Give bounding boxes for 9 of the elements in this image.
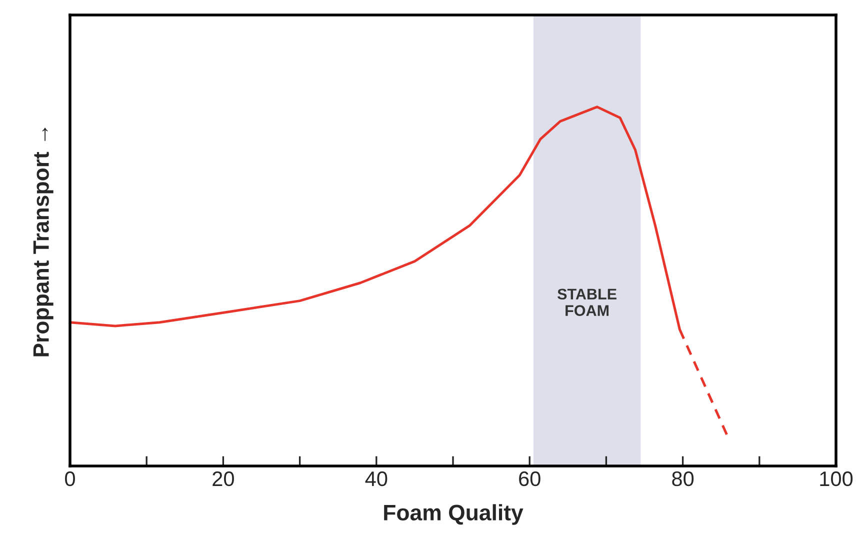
x-tick-label: 80 bbox=[672, 471, 694, 486]
x-tick-label: 60 bbox=[519, 471, 540, 486]
y-axis-title: Proppant Transport → bbox=[33, 128, 54, 356]
x-tick-label: 0 bbox=[65, 471, 75, 486]
x-axis-title: Foam Quality bbox=[384, 504, 524, 525]
x-tick-label: 100 bbox=[820, 471, 853, 486]
x-tick-label: 20 bbox=[212, 471, 234, 486]
band-label: STABLE FOAM bbox=[557, 288, 616, 316]
x-tick-label: 40 bbox=[365, 471, 388, 486]
